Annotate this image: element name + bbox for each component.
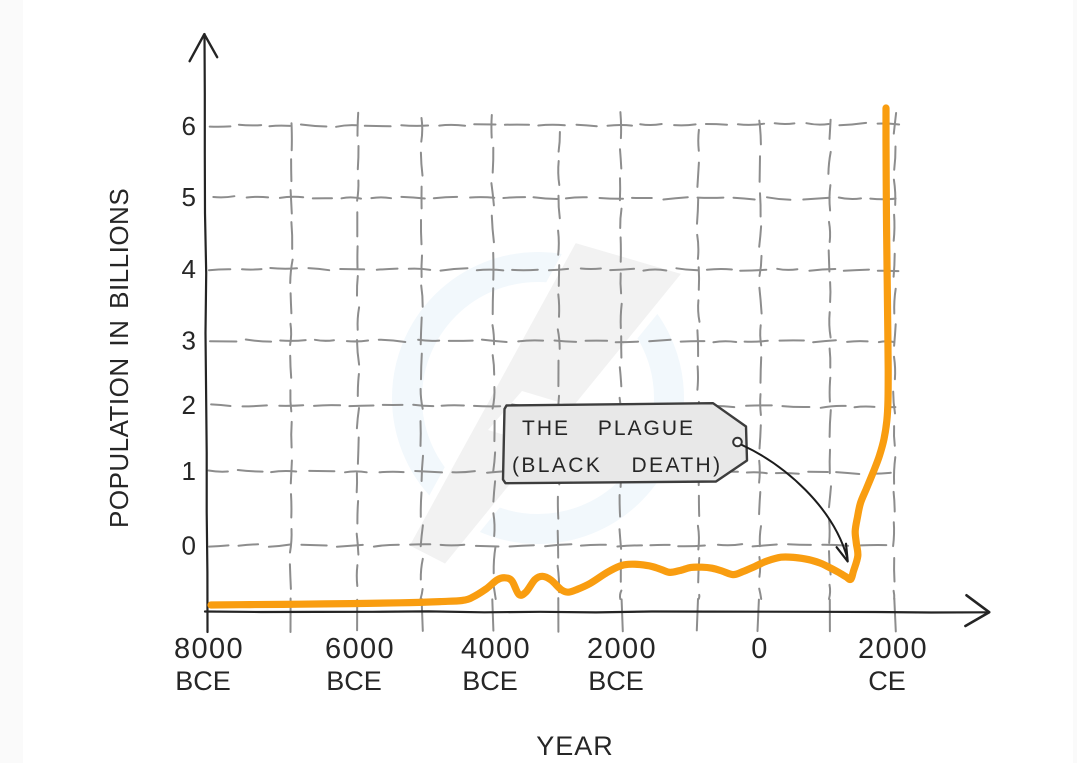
svg-text:5: 5 (182, 182, 196, 212)
svg-text:BCE: BCE (462, 666, 518, 696)
svg-text:8000: 8000 (174, 633, 244, 665)
svg-text:CE: CE (868, 666, 906, 696)
svg-text:4: 4 (182, 254, 196, 284)
svg-text:0: 0 (751, 633, 769, 665)
svg-text:BCE: BCE (326, 666, 382, 696)
svg-text:1: 1 (182, 456, 196, 486)
svg-text:2: 2 (182, 390, 196, 420)
svg-text:2000: 2000 (587, 633, 657, 665)
svg-text:6000: 6000 (325, 633, 395, 665)
svg-text:(BLACK DEATH): (BLACK DEATH) (512, 454, 723, 477)
svg-text:BCE: BCE (175, 666, 231, 696)
svg-text:2000: 2000 (858, 633, 928, 665)
svg-text:POPULATION IN BILLIONS: POPULATION IN BILLIONS (104, 188, 134, 528)
svg-text:BCE: BCE (588, 666, 644, 696)
svg-text:YEAR: YEAR (536, 731, 614, 761)
svg-text:THE PLAGUE: THE PLAGUE (522, 417, 695, 440)
svg-text:4000: 4000 (461, 633, 531, 665)
svg-text:6: 6 (182, 111, 196, 141)
svg-text:3: 3 (182, 326, 196, 356)
svg-text:0: 0 (182, 531, 196, 561)
